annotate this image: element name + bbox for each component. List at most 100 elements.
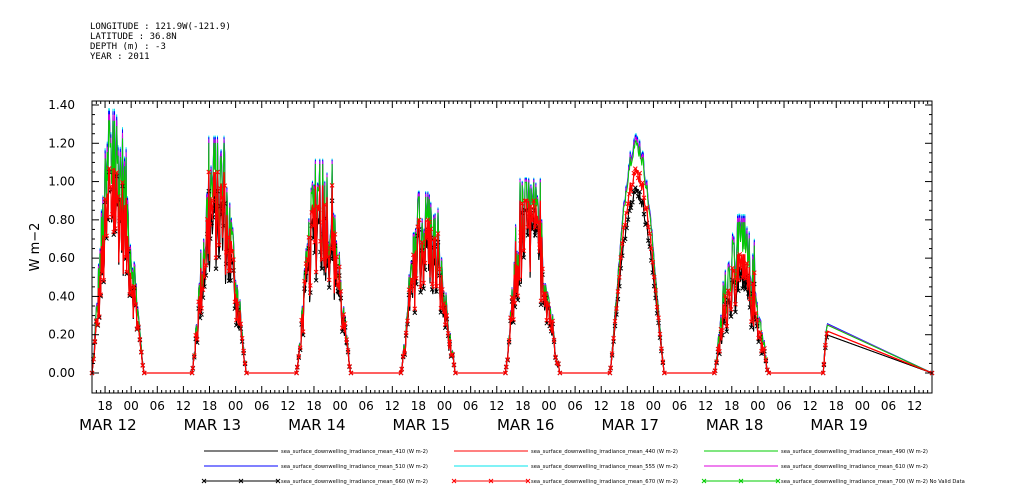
x-hour-label: 00 — [855, 399, 870, 413]
series-marker — [746, 281, 751, 286]
series-marker — [125, 246, 131, 252]
series-marker — [342, 320, 348, 326]
series-marker — [445, 330, 451, 336]
plot-frame — [91, 100, 933, 394]
legend-label: sea_surface_downwelling_irradiance_mean_… — [781, 449, 928, 455]
series-marker — [334, 254, 339, 260]
series-marker — [215, 169, 220, 175]
series-marker — [315, 203, 320, 209]
series-marker — [766, 370, 772, 376]
series-marker — [307, 283, 313, 288]
series-marker — [415, 224, 421, 230]
series-marker — [131, 283, 137, 289]
x-hour-label: 00 — [332, 399, 347, 413]
series-marker — [325, 255, 331, 260]
x-hour-label: 00 — [646, 399, 661, 413]
x-hour-label: 12 — [385, 399, 400, 413]
series-marker — [656, 315, 661, 321]
series-marker — [641, 211, 647, 217]
series-marker — [238, 321, 244, 327]
series-marker — [527, 211, 532, 216]
series-marker — [628, 205, 634, 211]
series-marker — [216, 242, 222, 248]
series-marker — [735, 277, 741, 283]
y-tick-label: 1.20 — [48, 136, 75, 150]
series-marker — [635, 193, 641, 199]
series-marker — [306, 235, 312, 240]
series-marker — [413, 276, 419, 281]
series-marker — [136, 324, 141, 330]
series-marker — [617, 274, 622, 280]
legend-marker — [238, 478, 244, 484]
series-marker — [747, 296, 753, 302]
series-marker — [735, 288, 741, 294]
series-marker — [820, 370, 826, 376]
series-marker — [749, 325, 754, 330]
series-marker — [714, 359, 719, 365]
series-marker — [426, 219, 432, 225]
series-marker — [348, 370, 354, 376]
series-marker — [722, 293, 728, 299]
series-marker — [193, 332, 199, 338]
series-marker — [316, 207, 322, 213]
x-hour-label: 06 — [150, 399, 165, 413]
series-marker — [447, 339, 452, 345]
series-marker — [506, 338, 512, 343]
y-tick-label: 0.00 — [48, 366, 75, 380]
series-marker — [637, 170, 643, 176]
series-marker — [410, 252, 416, 258]
series-marker — [627, 191, 632, 197]
x-hour-label: 06 — [881, 399, 896, 413]
series-marker — [438, 309, 444, 315]
series-marker — [823, 342, 828, 348]
x-hour-label: 00 — [124, 399, 139, 413]
series-marker — [299, 317, 304, 323]
series-marker — [741, 284, 747, 290]
legend-label: sea_surface_downwelling_irradiance_mean_… — [281, 449, 428, 455]
x-hour-label: 00 — [228, 399, 243, 413]
x-hour-label: 00 — [750, 399, 765, 413]
x-hour-label: 12 — [907, 399, 922, 413]
series-marker — [326, 277, 332, 283]
series-marker — [625, 217, 631, 222]
x-hour-label: 06 — [463, 399, 478, 413]
series-layer — [89, 108, 935, 376]
series-marker — [399, 366, 405, 372]
series-marker — [522, 198, 528, 204]
series-marker — [419, 240, 425, 245]
x-day-label: MAR 12 — [79, 416, 136, 434]
series-marker — [720, 327, 725, 333]
series-marker — [303, 261, 309, 266]
series-marker — [109, 211, 115, 217]
series-marker — [513, 289, 519, 295]
x-hour-label: 18 — [306, 399, 321, 413]
series-marker — [219, 195, 225, 201]
series-marker — [540, 266, 545, 272]
series-marker — [763, 357, 769, 363]
series-marker — [534, 220, 540, 225]
series-marker — [657, 331, 663, 337]
series-marker — [313, 269, 319, 275]
series-marker — [400, 353, 406, 359]
series-marker — [223, 249, 229, 255]
series-marker — [607, 370, 613, 376]
series-marker — [757, 330, 763, 335]
series-marker — [535, 219, 541, 225]
series-marker — [225, 235, 231, 240]
series-marker — [409, 277, 415, 283]
series-marker — [339, 325, 345, 331]
series-marker — [615, 289, 621, 294]
series-marker — [438, 305, 444, 311]
series-marker — [637, 189, 643, 195]
series-marker — [310, 223, 316, 229]
series-marker — [531, 198, 537, 204]
series-marker — [228, 278, 233, 283]
series-marker — [619, 241, 625, 246]
x-hour-label: 06 — [567, 399, 582, 413]
series-marker — [434, 283, 439, 289]
series-marker — [721, 315, 727, 320]
x-hour-label: 12 — [594, 399, 609, 413]
series-marker — [313, 277, 319, 283]
series-marker — [326, 285, 332, 290]
